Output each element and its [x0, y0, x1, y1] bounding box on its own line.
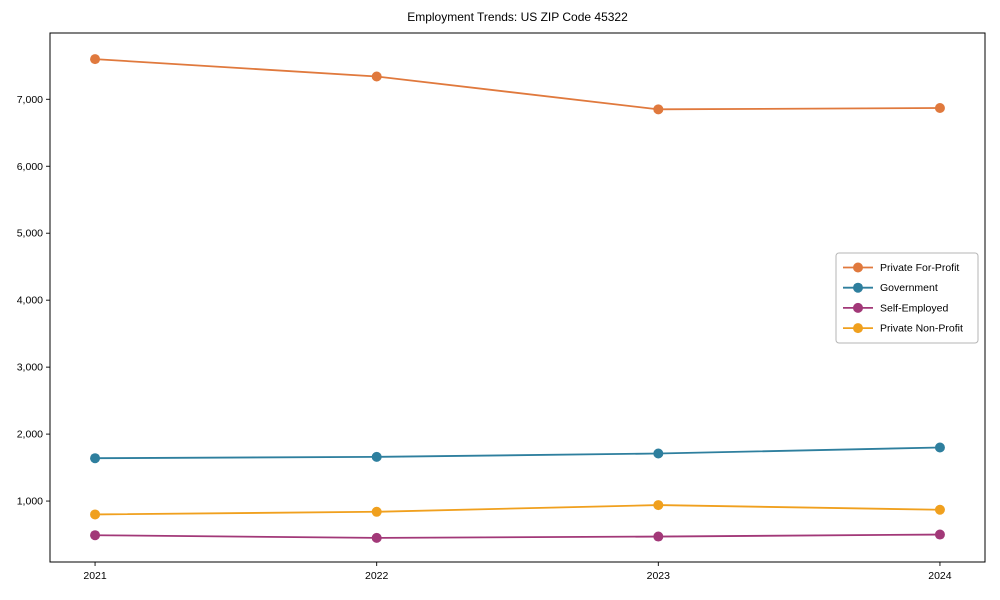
legend-label: Government [880, 282, 938, 294]
series-line [95, 533, 940, 539]
data-point-marker [653, 531, 664, 542]
y-tick-label: 1,000 [17, 496, 43, 508]
series-line [95, 58, 940, 111]
legend-item: Private Non-Profit [843, 323, 963, 335]
x-axis: 2021 2022 2023 2024 [83, 562, 952, 582]
series-line [95, 446, 940, 460]
data-point-marker [653, 500, 664, 511]
data-point-marker [371, 506, 382, 517]
legend-marker [853, 323, 863, 334]
data-point-marker [371, 532, 382, 543]
data-point-marker [371, 71, 382, 82]
chart-title: Employment Trends: US ZIP Code 45322 [407, 10, 628, 24]
x-tick-label: 2023 [647, 570, 671, 582]
x-tick-label: 2024 [928, 570, 952, 582]
data-point-marker [934, 529, 945, 540]
legend-box [835, 252, 979, 344]
data-point-marker [934, 102, 945, 113]
data-point-marker [90, 54, 101, 65]
series-private-for-profit [90, 54, 945, 115]
y-tick-label: 4,000 [17, 295, 43, 307]
data-point-marker [934, 504, 945, 515]
plot-box [49, 32, 986, 563]
y-tick-label: 2,000 [17, 429, 43, 441]
legend-marker [853, 282, 863, 293]
legend-label: Private For-Profit [880, 262, 959, 274]
data-point-marker [653, 448, 664, 459]
x-tick-label: 2022 [365, 570, 389, 582]
legend-item: Government [843, 282, 938, 294]
data-point-marker [90, 453, 101, 464]
y-axis: 1,000 2,000 3,000 4,000 5,000 6,000 7,000 [17, 94, 50, 508]
legend-marker [853, 262, 863, 273]
legend-label: Self-Employed [880, 302, 948, 314]
data-point-marker [90, 530, 101, 541]
data-point-marker [653, 104, 664, 115]
x-tick-label: 2021 [83, 570, 107, 582]
series-government [90, 442, 945, 464]
legend-marker [853, 302, 863, 313]
legend-item: Self-Employed [843, 302, 948, 314]
y-tick-label: 3,000 [17, 362, 43, 374]
legend: Private For-Profit Government Self-Employe… [835, 252, 979, 344]
series-self-employed [90, 529, 945, 543]
legend-item: Private For-Profit [843, 262, 959, 274]
y-tick-label: 6,000 [17, 161, 43, 173]
legend-label: Private Non-Profit [880, 323, 963, 335]
data-point-marker [371, 451, 382, 462]
y-tick-label: 7,000 [17, 94, 43, 106]
y-tick-label: 5,000 [17, 228, 43, 240]
data-point-marker [934, 442, 945, 453]
series-line [95, 504, 940, 516]
series-private-non-profit [90, 500, 945, 520]
data-point-marker [90, 509, 101, 520]
